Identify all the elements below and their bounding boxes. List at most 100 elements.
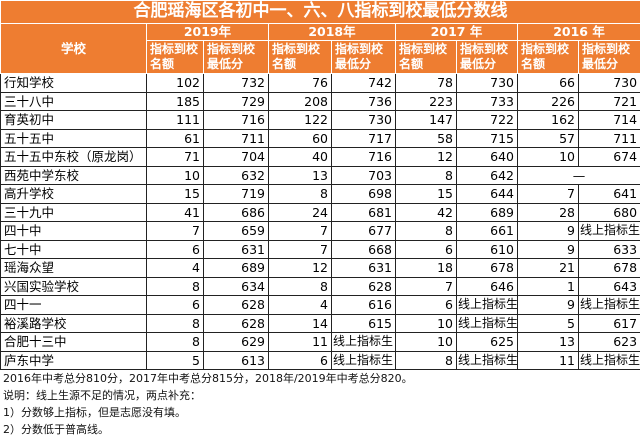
min-score-cell: 742 bbox=[331, 73, 396, 93]
school-name: 三十九中 bbox=[0, 202, 147, 222]
quota-cell: 9 bbox=[517, 239, 579, 259]
min-score-cell: 721 bbox=[577, 91, 640, 111]
min-score-cell: 680 bbox=[577, 202, 640, 222]
min-score-cell: 736 bbox=[331, 91, 396, 111]
min-score-cell: 686 bbox=[203, 202, 269, 222]
school-name: 裕溪路学校 bbox=[0, 313, 147, 333]
min-score-cell: 678 bbox=[456, 258, 518, 278]
table-row: 三十八中 185 729 208 736 223 733 226 721 bbox=[0, 91, 640, 111]
value-cell: — bbox=[516, 165, 640, 185]
min-score-cell: 634 bbox=[203, 276, 269, 296]
min-score-cell: 633 bbox=[577, 239, 640, 259]
school-name: 高升学校 bbox=[0, 184, 147, 204]
min-score-cell: 632 bbox=[203, 165, 269, 185]
min-score-cell: 线上指标生 bbox=[456, 295, 518, 315]
table-row: 三十九中 41 686 24 681 42 689 28 680 bbox=[0, 202, 640, 222]
year-header: 2016 年 bbox=[516, 23, 640, 41]
min-score-cell: 674 bbox=[577, 147, 640, 167]
table-row: 育英初中 111 716 122 730 147 722 162 714 bbox=[0, 110, 640, 130]
min-score-cell: 646 bbox=[456, 276, 518, 296]
min-score-cell: 732 bbox=[203, 73, 269, 93]
min-score-cell: 线上指标生 bbox=[577, 221, 640, 241]
quota-cell: 4 bbox=[268, 295, 332, 315]
min-score-cell: 631 bbox=[331, 258, 396, 278]
min-score-cell: 644 bbox=[456, 184, 518, 204]
quota-cell: 76 bbox=[268, 73, 332, 93]
table-row: 五十五中 61 711 60 717 58 715 57 711 bbox=[0, 128, 640, 148]
quota-cell: 208 bbox=[268, 91, 332, 111]
quota-cell: 15 bbox=[395, 184, 457, 204]
school-name: 兴国实验学校 bbox=[0, 276, 147, 296]
quota-cell: 13 bbox=[517, 332, 579, 352]
min-score-cell: 625 bbox=[456, 332, 518, 352]
school-name: 四十中 bbox=[0, 221, 147, 241]
quota-cell: 185 bbox=[146, 91, 204, 111]
min-score-cell: 678 bbox=[577, 258, 640, 278]
quota-cell: 13 bbox=[268, 165, 332, 185]
quota-cell: 18 bbox=[395, 258, 457, 278]
quota-cell: 10 bbox=[146, 165, 204, 185]
quota-cell: 4 bbox=[146, 258, 204, 278]
quota-cell: 42 bbox=[395, 202, 457, 222]
quota-cell: 102 bbox=[146, 73, 204, 93]
table-row: 五十五中东校（原龙岗） 71 704 40 716 12 640 10 674 bbox=[0, 147, 640, 167]
table-row: 七十中 6 631 7 668 6 610 9 633 bbox=[0, 239, 640, 259]
quota-cell: 8 bbox=[395, 165, 457, 185]
min-score-cell: 681 bbox=[331, 202, 396, 222]
school-header: 学校 bbox=[0, 23, 147, 74]
quota-cell: 60 bbox=[268, 128, 332, 148]
quota-cell: 7 bbox=[395, 276, 457, 296]
quota-header: 指标到校名额 bbox=[395, 40, 457, 74]
min-score-cell: 线上指标生 bbox=[331, 332, 396, 352]
min-score-cell: 642 bbox=[456, 165, 518, 185]
table-row: 瑶海众望 4 689 12 631 18 678 21 678 bbox=[0, 258, 640, 278]
note-line: 说明：线上生源不足的情况，两点补充： bbox=[3, 389, 201, 402]
quota-cell: 7 bbox=[268, 221, 332, 241]
quota-cell: 58 bbox=[395, 128, 457, 148]
quota-cell: 9 bbox=[517, 221, 579, 241]
min-score-cell: 616 bbox=[331, 295, 396, 315]
quota-cell: 5 bbox=[517, 313, 579, 333]
school-name: 四十一 bbox=[0, 295, 147, 315]
min-score-cell: 615 bbox=[331, 313, 396, 333]
school-name: 五十五中 bbox=[0, 128, 147, 148]
min-score-header: 指标到校最低分 bbox=[331, 40, 396, 74]
note-line: 2016年中考总分810分，2017年中考总分815分，2018年/2019年中… bbox=[3, 372, 413, 385]
quota-cell: 8 bbox=[146, 313, 204, 333]
quota-cell: 14 bbox=[268, 313, 332, 333]
quota-cell: 8 bbox=[268, 276, 332, 296]
quota-cell: 147 bbox=[395, 110, 457, 130]
min-score-cell: 689 bbox=[456, 202, 518, 222]
quota-cell: 71 bbox=[146, 147, 204, 167]
min-score-cell: 640 bbox=[456, 147, 518, 167]
min-score-cell: 729 bbox=[203, 91, 269, 111]
min-score-cell: 716 bbox=[203, 110, 269, 130]
table-row: 行知学校 102 732 76 742 78 730 66 730 bbox=[0, 73, 640, 93]
school-name: 合肥十三中 bbox=[0, 332, 147, 352]
min-score-cell: 714 bbox=[577, 110, 640, 130]
quota-cell: 10 bbox=[395, 313, 457, 333]
quota-cell: 11 bbox=[268, 332, 332, 352]
quota-cell: 15 bbox=[146, 184, 204, 204]
table-row: 高升学校 15 719 8 698 15 644 7 641 bbox=[0, 184, 640, 204]
quota-cell: 8 bbox=[146, 332, 204, 352]
min-score-cell: 641 bbox=[577, 184, 640, 204]
quota-cell: 111 bbox=[146, 110, 204, 130]
table-row: 合肥十三中 8 629 11 线上指标生 10 625 13 623 bbox=[0, 332, 640, 352]
quota-cell: 57 bbox=[517, 128, 579, 148]
min-score-cell: 617 bbox=[577, 313, 640, 333]
min-score-cell: 733 bbox=[456, 91, 518, 111]
quota-cell: 11 bbox=[517, 350, 579, 370]
quota-cell: 223 bbox=[395, 91, 457, 111]
year-header: 2019年 bbox=[146, 23, 269, 41]
quota-cell: 6 bbox=[146, 239, 204, 259]
min-score-cell: 659 bbox=[203, 221, 269, 241]
score-table: 合肥瑶海区各初中一、六、八指标到校最低分数线 学校 2019年 2018年 20… bbox=[0, 0, 640, 370]
min-score-cell: 704 bbox=[203, 147, 269, 167]
min-score-cell: 717 bbox=[331, 128, 396, 148]
min-score-cell: 623 bbox=[577, 332, 640, 352]
quota-cell: 226 bbox=[517, 91, 579, 111]
quota-cell: 6 bbox=[146, 295, 204, 315]
min-score-cell: 线上指标生 bbox=[577, 295, 640, 315]
year-header: 2017 年 bbox=[395, 23, 518, 41]
